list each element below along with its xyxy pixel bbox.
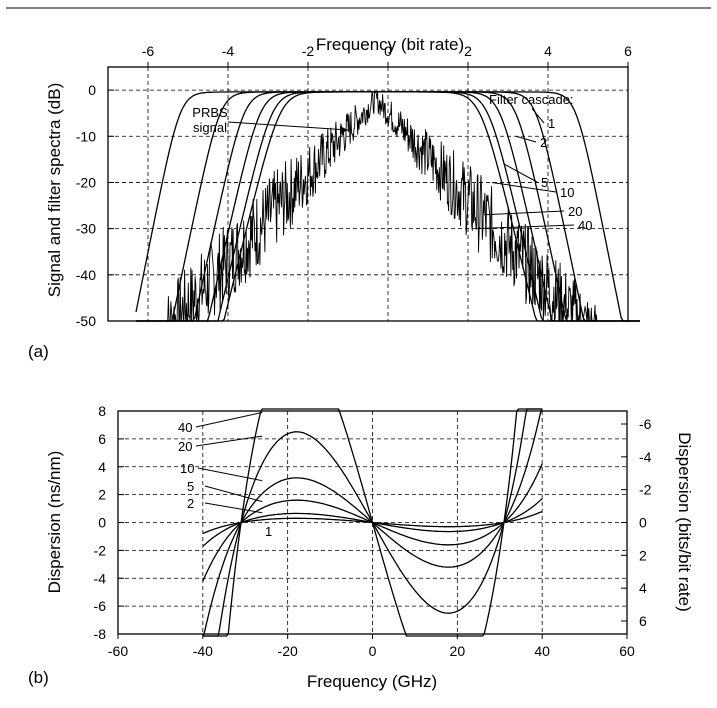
panel-b-y2-axis-label: Dispersion (bits/bit rate): [675, 432, 694, 612]
b-ytick-label-5: -2: [94, 542, 107, 558]
dispersion-label-10: 10: [180, 461, 194, 476]
cascade-label-2: 2: [540, 135, 547, 150]
b-xtick-label-2: -20: [278, 643, 298, 659]
cascade-label-20: 20: [568, 204, 582, 219]
legend-title: Filter cascade:: [489, 92, 574, 107]
b-y2tick-label-3: 0: [639, 515, 647, 531]
panel-b-label: (b): [28, 668, 49, 687]
b-y2tick-label-6: 6: [639, 613, 647, 629]
b-ytick-label-7: -6: [94, 598, 107, 614]
cascade-label-40: 40: [578, 218, 592, 233]
a-ytick-label-0: 0: [88, 82, 96, 98]
dispersion-label-5: 5: [187, 479, 194, 494]
a-xtick-label-6: 6: [624, 43, 632, 59]
b-ytick-label-2: 4: [98, 459, 106, 475]
cascade-label-10: 10: [560, 185, 574, 200]
dispersion-label-1: 1: [265, 524, 272, 539]
b-xtick-label-5: 40: [534, 643, 550, 659]
panel-a-y-axis-label: Signal and filter spectra (dB): [45, 83, 64, 298]
b-xtick-label-1: -40: [193, 643, 213, 659]
a-xtick-label-2: -2: [302, 43, 315, 59]
a-ytick-label-1: -10: [76, 128, 96, 144]
b-y2tick-label-5: 4: [639, 580, 647, 596]
prbs-label-line2: signal: [193, 120, 227, 135]
b-ytick-label-3: 2: [98, 487, 106, 503]
b-xtick-label-0: -60: [108, 643, 128, 659]
panel-b-y-axis-label: Dispersion (ns/nm): [45, 451, 64, 594]
b-ytick-label-0: 8: [98, 403, 106, 419]
b-ytick-label-1: 6: [98, 431, 106, 447]
panel-a-x-axis-label: Frequency (bit rate): [316, 35, 464, 54]
panel-b-x-axis-label: Frequency (GHz): [307, 672, 437, 691]
b-y2tick-label-2: -2: [639, 482, 652, 498]
b-y2tick-label-0: -6: [639, 416, 652, 432]
a-xtick-label-1: -4: [222, 43, 235, 59]
cascade-label-1: 1: [548, 116, 555, 131]
prbs-label-line1: PRBS: [192, 105, 228, 120]
b-ytick-label-4: 0: [98, 515, 106, 531]
a-ytick-label-3: -30: [76, 221, 96, 237]
b-xtick-label-6: 60: [619, 643, 635, 659]
b-ytick-label-6: -4: [94, 570, 107, 586]
a-xtick-label-0: -6: [142, 43, 155, 59]
b-y2tick-label-4: 2: [639, 547, 647, 563]
b-ytick-label-8: -8: [94, 626, 107, 642]
b-xtick-label-3: 0: [369, 643, 377, 659]
b-xtick-label-4: 20: [450, 643, 466, 659]
a-ytick-label-2: -20: [76, 174, 96, 190]
a-xtick-label-5: 4: [544, 43, 552, 59]
a-xtick-label-4: 2: [464, 43, 472, 59]
dispersion-label-2: 2: [187, 496, 194, 511]
a-ytick-label-4: -40: [76, 267, 96, 283]
dispersion-label-20: 20: [178, 439, 192, 454]
b-y2tick-label-1: -4: [639, 449, 652, 465]
dispersion-label-40: 40: [178, 420, 192, 435]
panel-a-label: (a): [28, 342, 49, 361]
cascade-label-5: 5: [541, 175, 548, 190]
a-ytick-label-5: -50: [76, 313, 96, 329]
